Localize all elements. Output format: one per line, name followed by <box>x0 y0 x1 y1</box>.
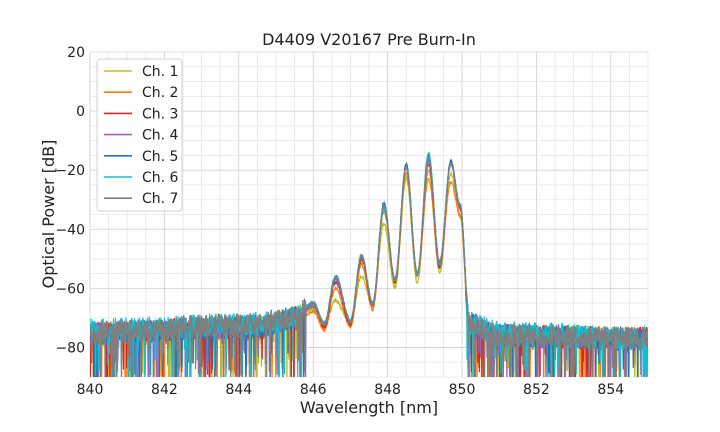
legend-entry: Ch. 2 <box>142 85 178 101</box>
legend: Ch. 1 Ch. 2 Ch. 3 Ch. 4 Ch. 5 Ch. 6 Ch. 7 <box>96 58 183 212</box>
legend-entry: Ch. 6 <box>142 170 179 186</box>
y-axis-label: Optical Power [dB] <box>39 140 58 289</box>
x-tick-label: 854 <box>597 382 624 398</box>
x-tick-label: 852 <box>523 382 550 398</box>
y-tick-label: 0 <box>76 104 85 120</box>
x-tick-label: 846 <box>300 382 327 398</box>
legend-box <box>96 58 183 212</box>
x-tick-label: 844 <box>225 382 252 398</box>
y-tick-label: −80 <box>55 340 85 356</box>
x-tick-label: 850 <box>449 382 476 398</box>
legend-entry: Ch. 4 <box>142 128 179 144</box>
x-axis-label: Wavelength [nm] <box>300 398 438 417</box>
legend-entry: Ch. 1 <box>142 64 178 80</box>
y-tick-label: −40 <box>55 222 85 238</box>
x-tick-label: 848 <box>374 382 401 398</box>
y-tick-label: −60 <box>55 281 85 297</box>
series-line-ch-7 <box>90 156 648 377</box>
x-tick-label: 842 <box>151 382 178 398</box>
legend-entry: Ch. 3 <box>142 106 178 122</box>
y-tick-label: −20 <box>55 163 85 179</box>
chart-title: D4409 V20167 Pre Burn-In <box>262 30 476 49</box>
tick-labels: 840 842 844 846 848 850 852 854 20 0 −20 −40 −60 −80 <box>55 45 624 398</box>
legend-entry: Ch. 5 <box>142 149 178 165</box>
y-tick-label: 20 <box>67 45 85 61</box>
x-tick-label: 840 <box>77 382 104 398</box>
legend-entry: Ch. 7 <box>142 191 178 207</box>
series-group <box>90 151 648 377</box>
